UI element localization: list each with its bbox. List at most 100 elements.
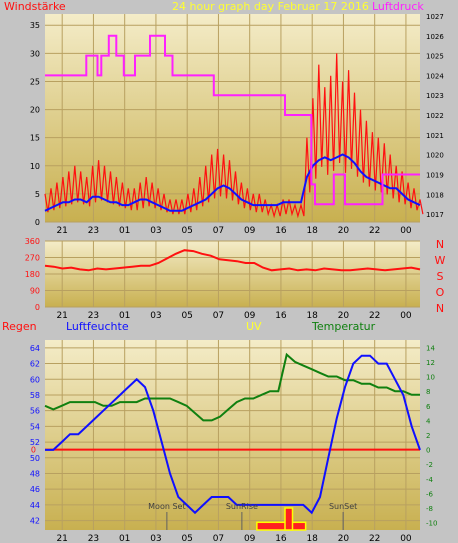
x-tick-label: 20 (338, 311, 350, 321)
x-tick-label: 16 (275, 311, 287, 321)
compass-label: N (436, 302, 444, 315)
top-series (44, 34, 424, 219)
x-tick-label: 01 (119, 311, 130, 321)
y-tick-label: -8 (426, 505, 433, 513)
humidity-temperature-chart: Regen Luftfeuchte UV Temperatur 42444648… (2, 320, 437, 543)
y-tick-label: 30 (30, 49, 40, 58)
y-tick-label: 90 (30, 287, 40, 296)
y-tick-label: -4 (426, 476, 434, 484)
y-tick-label: 0 (35, 303, 40, 312)
bottom-x-axis: 21 23 01 03 05 07 09 16 18 20 22 00 (56, 534, 411, 543)
x-tick-label: 09 (244, 534, 256, 543)
humidity-series (45, 354, 421, 515)
pressure-label: Luftdruck (372, 0, 424, 13)
x-tick-label: 18 (306, 534, 318, 543)
x-tick-label: 03 (150, 226, 161, 236)
y-tick-label: 1022 (426, 112, 444, 120)
temperature-label: Temperatur (311, 320, 376, 333)
wind-label: Windstärke (4, 0, 66, 13)
y-tick-label: 1026 (426, 33, 444, 41)
compass-label: W (435, 254, 446, 267)
y-tick-label: 64 (30, 344, 40, 353)
direction-series-line (44, 249, 421, 272)
x-tick-label: 21 (56, 311, 67, 321)
temperature-axis: -10 -8 -6 -4 -2 0 2 4 6 8 10 12 14 (426, 344, 437, 527)
direction-grid (45, 240, 420, 308)
y-tick-label: 1024 (426, 72, 444, 80)
humidity-axis: 42 44 46 48 50 52 54 56 58 60 62 64 (30, 344, 40, 526)
y-tick-label: 1025 (426, 53, 444, 61)
top-plot-area (45, 14, 420, 222)
x-tick-label: 03 (150, 311, 161, 321)
x-tick-label: 18 (306, 226, 318, 236)
y-tick-label: 44 (30, 501, 40, 510)
y-tick-label: 56 (30, 407, 40, 416)
top-x-axis: 21 23 01 03 05 07 09 16 18 20 22 00 (56, 226, 411, 236)
y-tick-label: 360 (25, 237, 40, 246)
y-tick-label: -10 (426, 520, 437, 528)
y-tick-label: 0 (426, 447, 430, 455)
y-tick-label: 1018 (426, 191, 444, 199)
y-tick-label: 52 (30, 438, 40, 447)
x-tick-label: 09 (244, 311, 256, 321)
x-tick-label: 16 (275, 226, 287, 236)
top-left-axis: 0 5 10 15 20 25 30 35 (30, 21, 40, 227)
y-tick-label: 1027 (426, 13, 444, 21)
wind-gust-series (44, 53, 424, 219)
y-tick-label: 2 (426, 432, 430, 440)
y-tick-label: 4 (426, 417, 431, 425)
pressure-series (45, 34, 420, 206)
bottom-plot-area (45, 340, 420, 530)
y-tick-label: 1019 (426, 171, 444, 179)
x-tick-label: 21 (56, 226, 67, 236)
y-tick-label: 180 (25, 270, 40, 279)
direction-series (44, 249, 421, 272)
x-tick-label: 01 (119, 226, 130, 236)
x-tick-label: 22 (369, 311, 380, 321)
y-tick-label: 35 (30, 21, 40, 30)
y-tick-label: 1021 (426, 132, 444, 140)
x-tick-label: 07 (213, 311, 224, 321)
x-tick-label: 22 (369, 534, 380, 543)
top-right-axis: 1017 1018 1019 1020 1021 1022 1023 1024 1025 1026… (426, 13, 444, 219)
y-tick-label: 46 (30, 485, 40, 494)
x-tick-label: 07 (213, 534, 224, 543)
x-tick-label: 07 (213, 226, 224, 236)
event-label: Moon Set (148, 502, 185, 511)
y-tick-label: 54 (30, 422, 40, 431)
bottom-grid (45, 340, 420, 530)
x-tick-label: 16 (275, 534, 287, 543)
y-tick-label: 60 (30, 375, 40, 384)
x-tick-label: 03 (150, 534, 161, 543)
y-tick-label: 270 (25, 254, 40, 263)
y-tick-label: 1023 (426, 92, 444, 100)
direction-axis: 360 270 180 90 0 (25, 237, 40, 312)
y-tick-label: 20 (30, 106, 40, 115)
x-tick-label: 23 (88, 534, 99, 543)
astronomy-events: Moon Set SunRise SunSet (148, 502, 357, 530)
x-tick-label: 21 (56, 534, 67, 543)
x-tick-label: 09 (244, 226, 256, 236)
y-tick-label: 6 (426, 403, 431, 411)
x-tick-label: 20 (338, 534, 350, 543)
y-tick-label: 15 (30, 134, 40, 143)
wind-pressure-chart: Windstärke 24 hour graph day Februar 17 … (4, 0, 444, 236)
y-tick-label: 0 (35, 218, 40, 227)
y-tick-label: 48 (30, 469, 40, 478)
y-tick-label: -2 (426, 461, 433, 469)
x-tick-label: 00 (400, 534, 412, 543)
compass-label: S (437, 270, 444, 283)
rain-label: Regen (2, 320, 37, 333)
wind-average-series (44, 153, 421, 212)
x-tick-label: 18 (306, 311, 318, 321)
event-label: SunSet (329, 502, 357, 511)
uv-label: UV (246, 320, 262, 333)
x-tick-label: 23 (88, 311, 99, 321)
uv-bar (284, 507, 294, 531)
x-tick-label: 05 (181, 226, 192, 236)
x-tick-label: 00 (400, 226, 412, 236)
y-tick-label: 58 (30, 391, 40, 400)
y-tick-label: 10 (426, 374, 435, 382)
compass-label: N (436, 238, 444, 251)
